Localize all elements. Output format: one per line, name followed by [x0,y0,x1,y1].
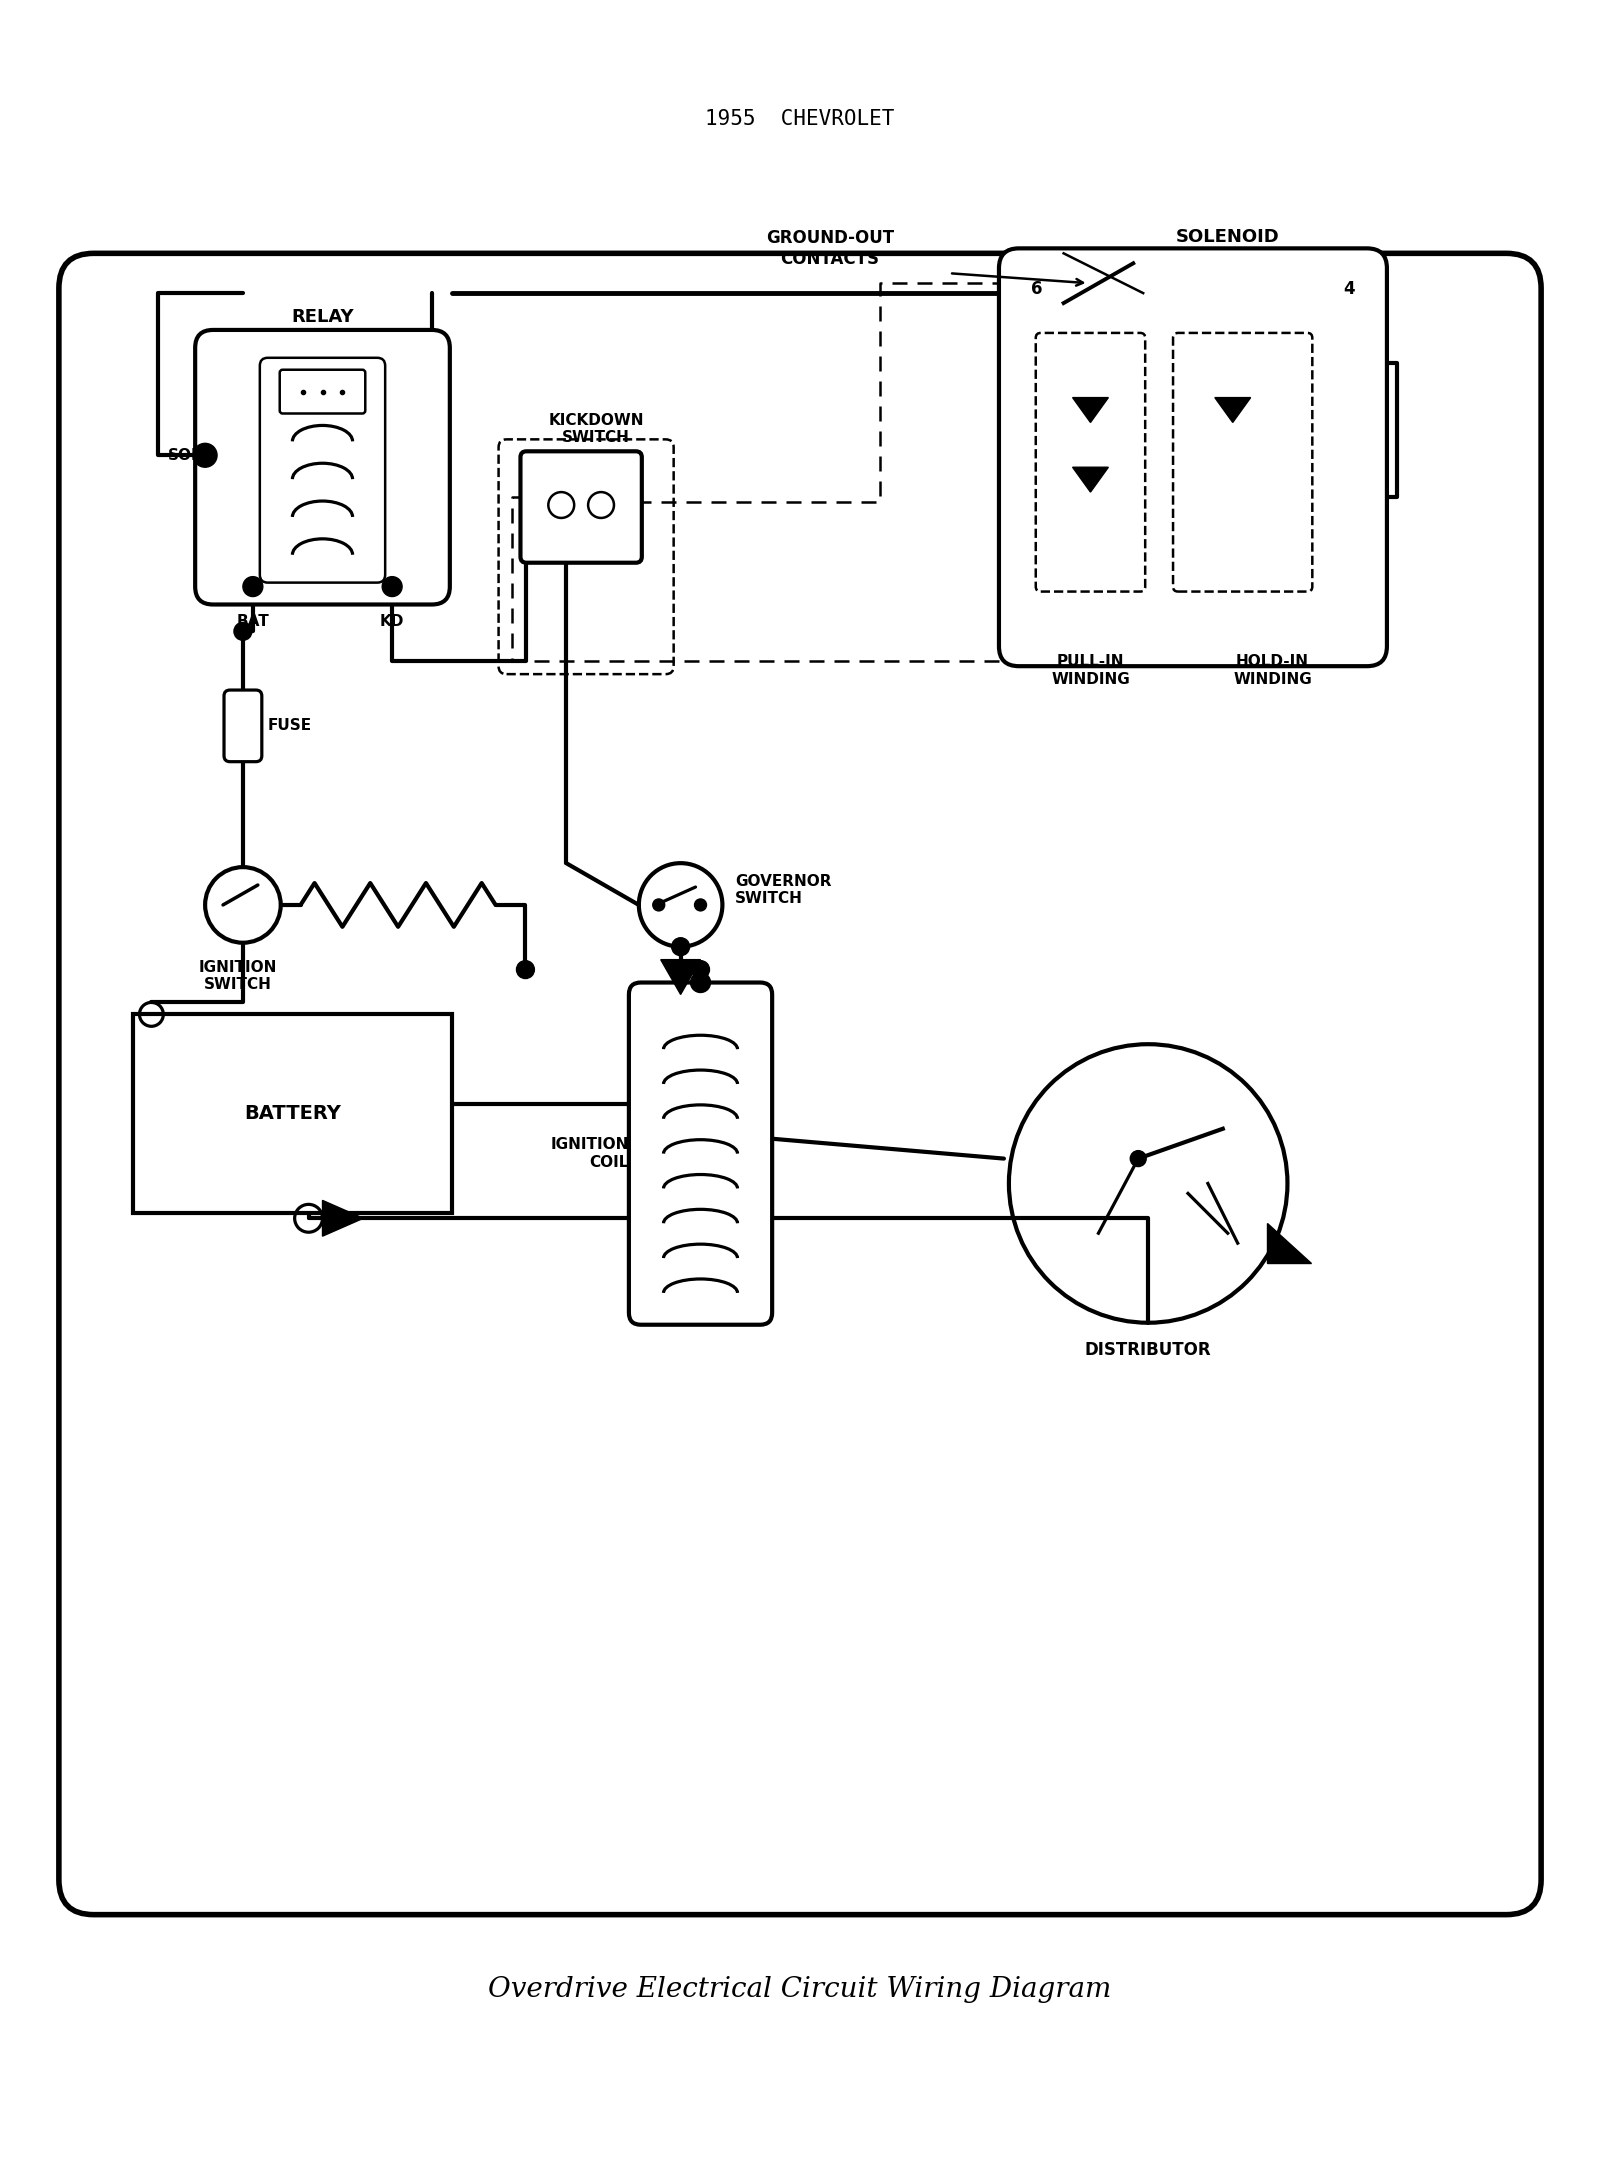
Text: GROUND-OUT
CONTACTS: GROUND-OUT CONTACTS [766,229,894,268]
FancyBboxPatch shape [520,452,642,563]
Text: BAT: BAT [237,615,269,630]
Text: IGNITION
COIL: IGNITION COIL [550,1138,629,1171]
Circle shape [672,937,690,956]
Text: FUSE: FUSE [267,718,312,734]
FancyBboxPatch shape [280,370,365,413]
FancyBboxPatch shape [629,982,773,1324]
Polygon shape [661,959,701,995]
Text: SOL: SOL [168,448,202,463]
Text: BATTERY: BATTERY [245,1104,341,1123]
FancyBboxPatch shape [998,249,1387,667]
Circle shape [194,444,218,467]
Text: IGNITION
SWITCH: IGNITION SWITCH [198,959,277,991]
FancyBboxPatch shape [1035,333,1146,591]
Text: 1955  CHEVROLET: 1955 CHEVROLET [706,108,894,130]
Text: KICKDOWN
SWITCH: KICKDOWN SWITCH [549,413,643,446]
Text: DISTRIBUTOR: DISTRIBUTOR [1085,1342,1211,1359]
Text: HOLD-IN
WINDING: HOLD-IN WINDING [1234,654,1312,686]
Polygon shape [1072,398,1109,422]
Polygon shape [323,1201,363,1236]
Circle shape [234,623,251,641]
Polygon shape [1072,467,1109,491]
Bar [133,1015,451,1214]
Text: 4: 4 [1344,279,1355,299]
Circle shape [1130,1151,1146,1166]
Text: RELAY: RELAY [291,307,354,327]
FancyBboxPatch shape [1173,333,1312,591]
Text: Overdrive Electrical Circuit Wiring Diagram: Overdrive Electrical Circuit Wiring Diag… [488,1976,1112,2002]
FancyBboxPatch shape [59,253,1541,1915]
FancyBboxPatch shape [259,357,386,582]
Text: SOLENOID: SOLENOID [1176,229,1280,247]
Circle shape [691,961,709,978]
Circle shape [653,898,664,911]
Text: KD: KD [379,615,405,630]
FancyBboxPatch shape [224,690,262,762]
Circle shape [694,898,707,911]
Circle shape [691,972,710,993]
Circle shape [382,576,402,597]
Text: 6: 6 [1030,279,1043,299]
FancyBboxPatch shape [195,329,450,604]
Text: PULL-IN
WINDING: PULL-IN WINDING [1051,654,1130,686]
Circle shape [243,576,262,597]
Polygon shape [1214,398,1251,422]
Polygon shape [1267,1223,1312,1264]
Text: GOVERNOR
SWITCH: GOVERNOR SWITCH [736,874,832,907]
Circle shape [517,961,534,978]
